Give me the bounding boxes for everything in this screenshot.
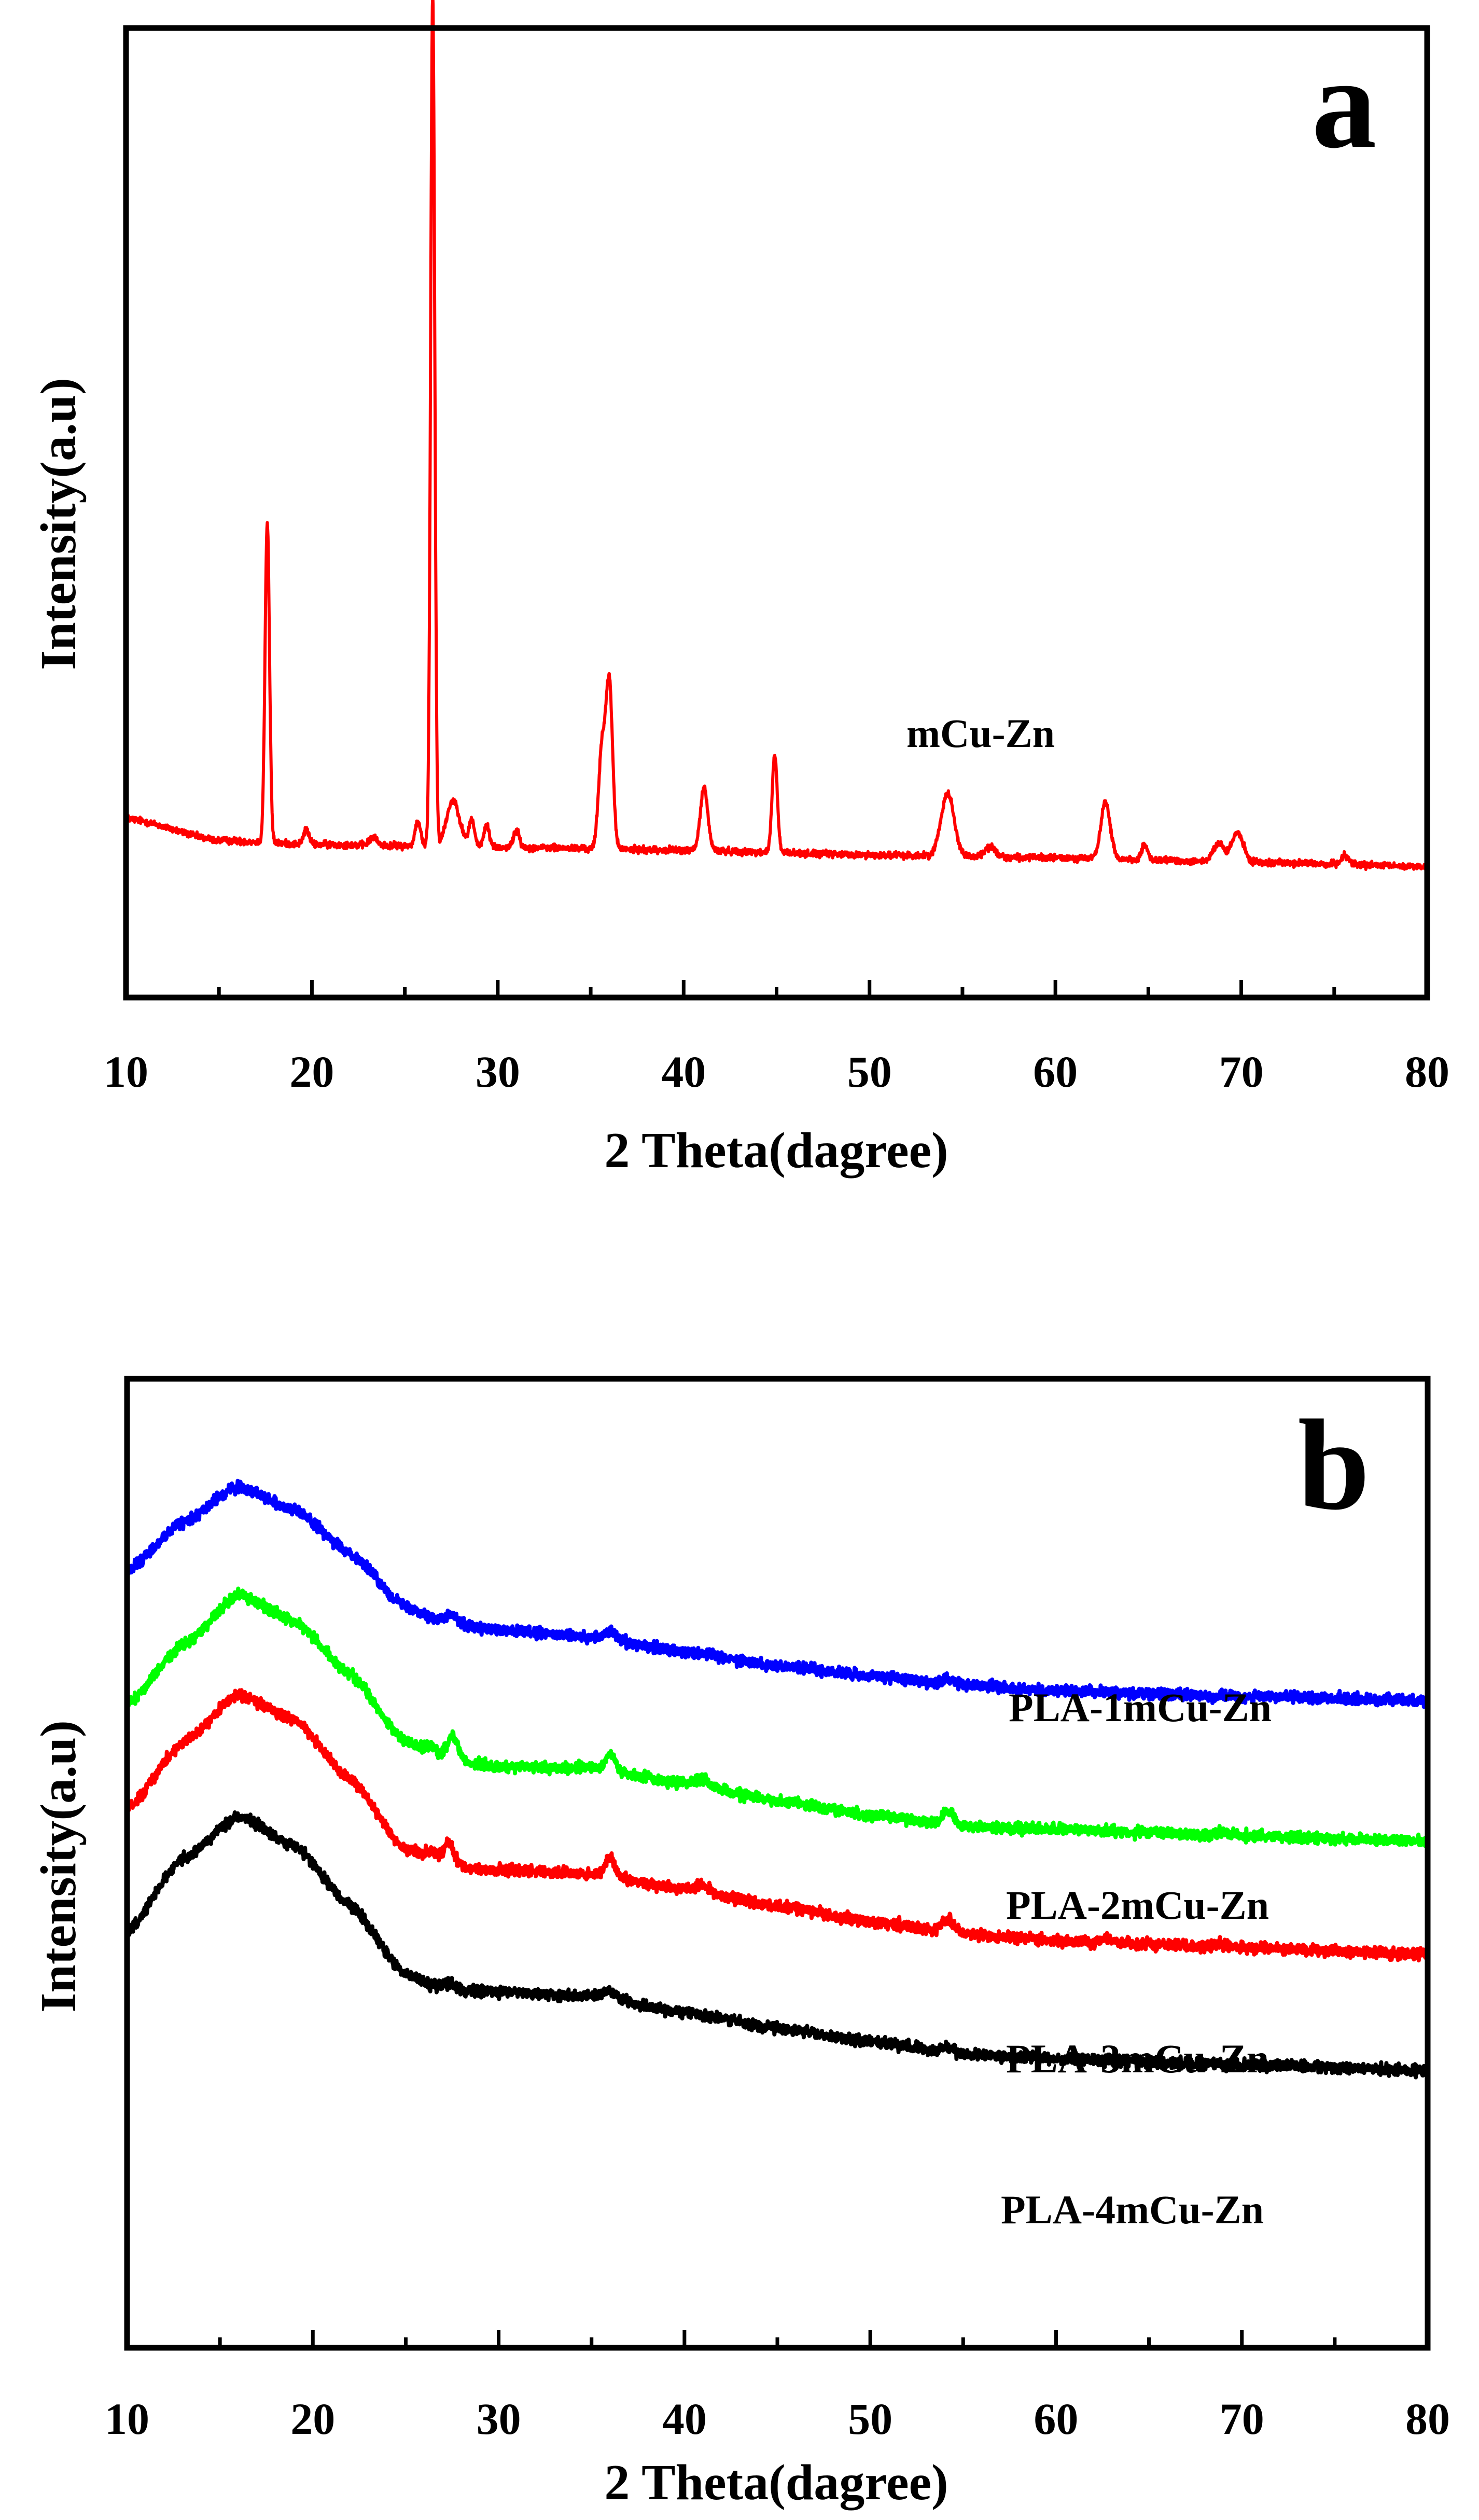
panel-a-x-axis-title: 2 Theta(dagree): [604, 1123, 948, 1179]
panel-a-x-tick-label-60: 60: [1033, 1047, 1078, 1097]
panel-b-letter: b: [1297, 1393, 1370, 1537]
panel-b-series-line-pla-3mcu-zn: [125, 1688, 1430, 1963]
panel-b-label-pla-1mcu-zn: PLA-1mCu-Zn: [1009, 1685, 1272, 1730]
panel-a-x-tick-label-70: 70: [1219, 1047, 1264, 1097]
panel-a-y-axis-title: Intensity(a.u): [31, 378, 87, 670]
panel-a-series-line-mcu-zn: [124, 0, 1429, 871]
panel-b-x-tick-label-10: 10: [105, 2394, 149, 2444]
panel-a-series-layer: [124, 0, 1429, 871]
panel-a-frame: [123, 25, 1430, 1001]
panel-a-x-tick-label-20: 20: [289, 1047, 334, 1097]
panel-a-chart: 10 20 30 40 50 60 70 80 a mCu-Zn 2 Theta(dagree…: [31, 0, 1449, 1179]
panel-a-ticks: 10 20 30 40 50 60 70 80: [104, 980, 1449, 1097]
panel-b-x-axis-title: 2 Theta(dagree): [604, 2455, 948, 2511]
panel-b-label-pla-3mcu-zn: PLA-3mCu-Zn: [1006, 2036, 1269, 2081]
panel-a-letter: a: [1312, 32, 1377, 175]
panel-b-x-tick-label-70: 70: [1220, 2394, 1264, 2444]
panel-b-x-tick-label-50: 50: [848, 2394, 892, 2444]
panel-a-x-tick-label-80: 80: [1405, 1047, 1449, 1097]
panel-a-x-tick-label-40: 40: [661, 1047, 706, 1097]
panel-a-x-tick-label-30: 30: [476, 1047, 520, 1097]
panel-a-x-tick-label-50: 50: [847, 1047, 892, 1097]
panel-b-series-layer: [125, 1478, 1430, 2080]
panel-b-series-line-pla-1mcu-zn: [125, 1478, 1430, 1709]
panel-b-x-tick-label-20: 20: [290, 2394, 335, 2444]
panel-b-label-pla-4mcu-zn: PLA-4mCu-Zn: [1001, 2187, 1264, 2232]
panel-b-series-line-pla-2mcu-zn: [125, 1586, 1430, 1848]
panel-b-chart: 10 20 30 40 50 60 70 80 b PLA-1mCu-Zn PLA-2mCu-…: [31, 1376, 1450, 2511]
panel-b-series-line-pla-4mcu-zn: [125, 1810, 1430, 2080]
panel-a-series-label-mcu-zn: mCu-Zn: [906, 711, 1055, 756]
panel-b-y-axis-title: Intensity(a.u): [31, 1720, 87, 2013]
panel-b-x-tick-label-60: 60: [1034, 2394, 1078, 2444]
panel-b-x-tick-label-40: 40: [662, 2394, 707, 2444]
panel-b-x-tick-label-30: 30: [477, 2394, 521, 2444]
panel-a-x-tick-label-10: 10: [104, 1047, 148, 1097]
panel-b-x-tick-label-80: 80: [1405, 2394, 1450, 2444]
panel-b-label-pla-2mcu-zn: PLA-2mCu-Zn: [1006, 1882, 1269, 1928]
panel-b-ticks: 10 20 30 40 50 60 70 80: [105, 2330, 1450, 2444]
